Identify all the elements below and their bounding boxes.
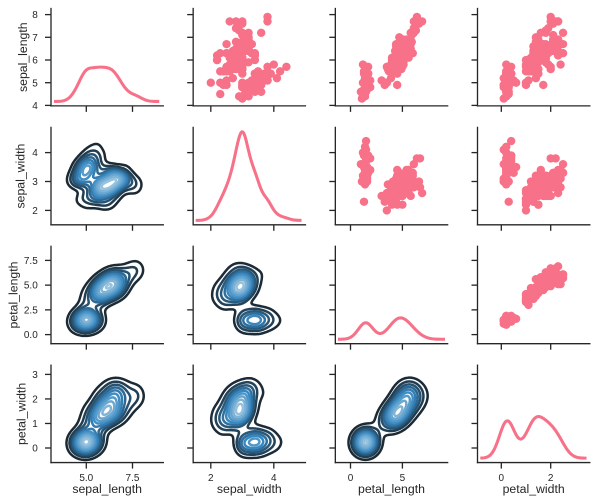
svg-text:2: 2 — [32, 395, 38, 406]
svg-text:7.5: 7.5 — [126, 473, 140, 484]
svg-text:0: 0 — [499, 473, 505, 484]
svg-text:petal_width: petal_width — [14, 383, 28, 445]
svg-text:7.5: 7.5 — [24, 256, 38, 267]
svg-text:petal_length: petal_length — [358, 482, 425, 496]
svg-text:0: 0 — [32, 444, 38, 455]
svg-text:sepal_width: sepal_width — [13, 144, 27, 209]
svg-text:petal_width: petal_width — [503, 482, 565, 496]
svg-text:2: 2 — [32, 206, 38, 217]
svg-text:3: 3 — [32, 370, 38, 381]
svg-text:2.5: 2.5 — [24, 305, 38, 316]
svg-text:4: 4 — [32, 101, 38, 112]
svg-text:sepal_length: sepal_length — [72, 482, 142, 496]
svg-text:4: 4 — [32, 148, 38, 159]
svg-text:8: 8 — [32, 10, 38, 21]
svg-text:2: 2 — [548, 473, 554, 484]
svg-text:1: 1 — [32, 419, 38, 430]
svg-text:0: 0 — [348, 473, 354, 484]
svg-text:4: 4 — [271, 473, 277, 484]
svg-text:5: 5 — [32, 78, 38, 89]
svg-text:6: 6 — [32, 56, 38, 67]
svg-text:0.0: 0.0 — [24, 330, 38, 341]
svg-text:5.0: 5.0 — [79, 473, 93, 484]
svg-text:5.0: 5.0 — [24, 281, 38, 292]
svg-text:7: 7 — [32, 33, 38, 44]
svg-text:sepal_width: sepal_width — [217, 482, 282, 496]
svg-text:2: 2 — [208, 473, 214, 484]
svg-text:sepal_length: sepal_length — [16, 22, 30, 92]
svg-text:3: 3 — [32, 177, 38, 188]
svg-text:5: 5 — [400, 473, 406, 484]
svg-text:petal_length: petal_length — [6, 261, 20, 328]
